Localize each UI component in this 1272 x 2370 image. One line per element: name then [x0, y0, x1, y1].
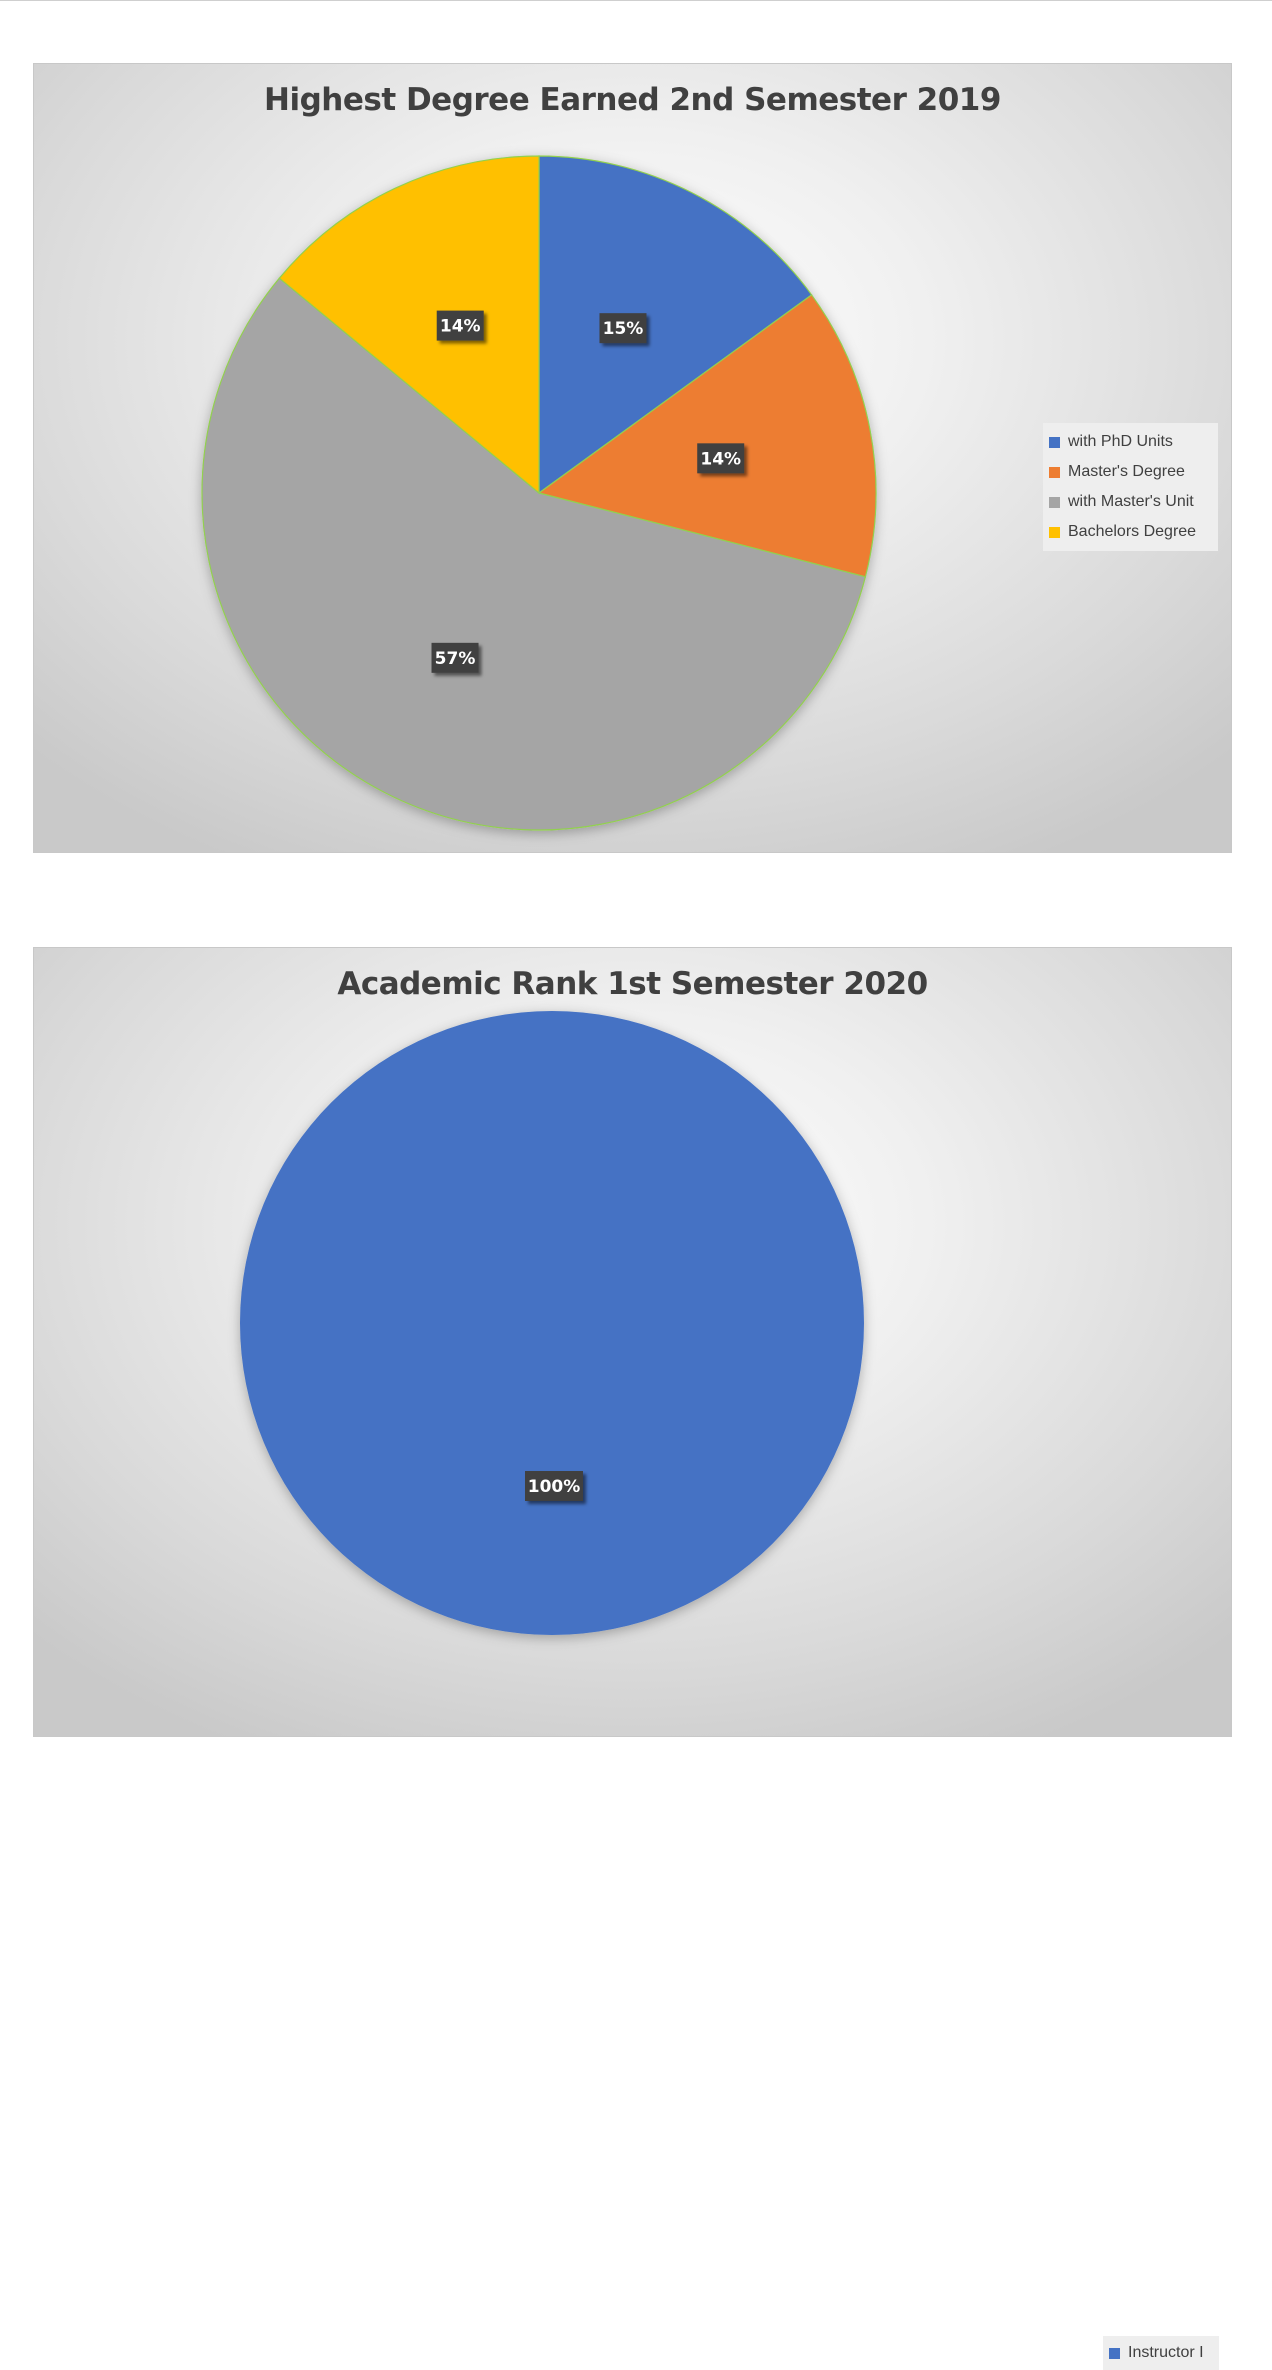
legend-item-master-s-degree: Master's Degree	[1049, 457, 1212, 487]
top-border	[0, 0, 1272, 1]
pie-chart-academic-rank: 100%	[240, 1011, 864, 1635]
legend-swatch	[1049, 466, 1060, 478]
data-label-with-phd-units: 15%	[599, 313, 647, 344]
chart-panel-highest-degree: Highest Degree Earned 2nd Semester 2019 …	[33, 63, 1232, 853]
chart-title: Academic Rank 1st Semester 2020	[337, 966, 928, 1002]
data-label-bachelors-degree: 14%	[436, 310, 484, 341]
pie-slice-instructor-i	[240, 1011, 864, 1635]
svg-text:14%: 14%	[440, 317, 481, 337]
chart-legend: with PhD Units Master's Degree with Master…	[1043, 423, 1218, 551]
pie-chart-highest-degree: 15% 14% 57% 14%	[201, 155, 877, 831]
legend-swatch	[1049, 496, 1060, 508]
legend-label: Bachelors Degree	[1068, 523, 1197, 540]
pie-slice-master-s-degree	[537, 294, 877, 578]
legend-item-bachelors-degree: Bachelors Degree	[1049, 517, 1212, 547]
chart-panel-academic-rank: Academic Rank 1st Semester 2020 100% Ins…	[33, 947, 1232, 2370]
legend-label: Master's Degree	[1068, 463, 1185, 480]
svg-text:100%: 100%	[528, 1477, 581, 1497]
svg-text:57%: 57%	[435, 649, 476, 669]
data-label-with-master-s-unit: 57%	[431, 642, 479, 673]
legend-swatch	[1049, 436, 1060, 448]
pie-slice-bachelors-degree	[278, 155, 540, 495]
chart-title: Highest Degree Earned 2nd Semester 2019	[264, 82, 1001, 118]
data-label-instructor-i: 100%	[525, 1471, 583, 1501]
legend-item-instructor-i: Instructor I	[1109, 2338, 1213, 2368]
legend-label: with PhD Units	[1068, 433, 1173, 450]
svg-text:15%: 15%	[603, 319, 644, 339]
pie-slice-with-master-s-unit	[201, 277, 867, 831]
legend-label: Instructor I	[1128, 2344, 1204, 2361]
legend-item-with-phd-units: with PhD Units	[1049, 427, 1212, 457]
pie-slice-with-phd-units	[538, 155, 813, 495]
legend-swatch	[1109, 2347, 1120, 2359]
legend-label: with Master's Unit	[1068, 493, 1194, 510]
chart-legend: Instructor I	[1103, 2336, 1219, 2370]
svg-text:14%: 14%	[700, 449, 741, 469]
legend-item-with-master-s-unit: with Master's Unit	[1049, 487, 1212, 517]
data-label-master-s-degree: 14%	[697, 443, 745, 474]
legend-swatch	[1049, 526, 1060, 538]
